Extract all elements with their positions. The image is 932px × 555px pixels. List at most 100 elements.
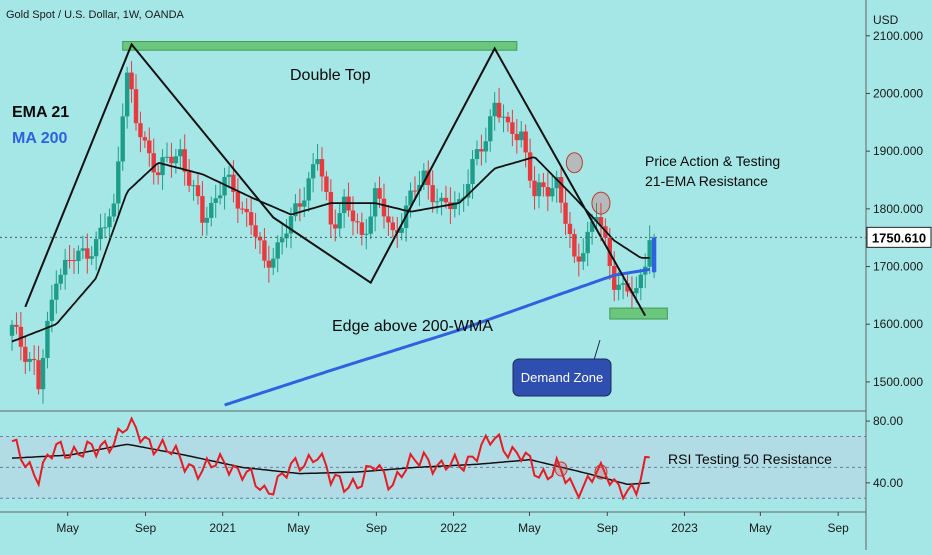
- candle: [40, 349, 46, 404]
- candle: [142, 131, 148, 148]
- price-axis[interactable]: 1500.000 1600.000 1700.000 1800.000 1900.000…: [866, 29, 923, 389]
- candle: [536, 173, 542, 209]
- candle-body: [195, 185, 201, 197]
- candle-body: [430, 185, 435, 203]
- candle-body: [496, 102, 502, 118]
- candle-body: [492, 102, 497, 117]
- candle: [412, 176, 418, 201]
- indicator-lines: [11, 156, 650, 501]
- candle: [257, 232, 263, 254]
- candle-body: [510, 122, 515, 134]
- candle: [76, 245, 81, 274]
- candle-body: [14, 324, 19, 327]
- candle: [439, 192, 444, 216]
- candle: [510, 109, 515, 147]
- candle-body: [169, 156, 174, 164]
- candle: [284, 219, 289, 248]
- candle: [341, 189, 347, 229]
- candle-body: [638, 274, 644, 289]
- candle: [89, 246, 94, 265]
- time-tick-label: 2023: [671, 521, 698, 535]
- candle-body: [581, 253, 586, 262]
- candle: [147, 127, 152, 167]
- candle: [138, 111, 143, 153]
- candle-body: [244, 208, 249, 213]
- candle-body: [147, 140, 152, 154]
- candle-body: [324, 176, 329, 192]
- candle: [306, 172, 311, 212]
- candle: [647, 225, 652, 275]
- candle: [550, 174, 555, 202]
- candle: [479, 134, 484, 166]
- candle: [554, 170, 559, 203]
- candle-body: [297, 203, 303, 207]
- candle: [319, 147, 325, 192]
- candle: [93, 231, 99, 271]
- price-action-label-2: 21-EMA Resistance: [645, 173, 768, 189]
- candle: [514, 119, 520, 154]
- price-tick-label: 1700.000: [873, 260, 923, 274]
- candle: [377, 176, 382, 209]
- candle-body: [333, 224, 338, 229]
- candle: [248, 197, 254, 235]
- candle: [195, 173, 201, 205]
- candle: [14, 312, 19, 335]
- candle: [279, 224, 285, 255]
- candle-body: [550, 188, 555, 197]
- candle: [213, 184, 218, 218]
- candles: [9, 61, 657, 404]
- candle-body: [155, 172, 161, 176]
- ema21-line: [11, 156, 650, 343]
- candle: [36, 345, 41, 395]
- candle-body: [634, 288, 639, 294]
- candle: [359, 212, 365, 246]
- candle-body: [231, 174, 236, 192]
- time-axis[interactable]: May Sep 2021 May Sep 2022 May Sep 2023 May Sep: [56, 512, 849, 535]
- candle-body: [178, 149, 183, 157]
- candle: [129, 61, 134, 103]
- candle: [563, 187, 568, 236]
- candle-body: [151, 153, 156, 173]
- candle-body: [536, 182, 542, 197]
- candle-body: [572, 234, 577, 257]
- candle: [598, 202, 604, 242]
- candle-body: [49, 299, 55, 321]
- candle-body: [541, 182, 546, 188]
- candle: [71, 248, 77, 274]
- candle-body: [107, 216, 112, 228]
- candle: [558, 165, 564, 214]
- candle-body: [563, 202, 568, 224]
- candle: [191, 180, 196, 201]
- candle-body: [248, 212, 254, 226]
- candle-body: [67, 259, 72, 261]
- candle-body: [488, 116, 493, 142]
- candle-body: [31, 358, 37, 361]
- candle-body: [36, 360, 41, 390]
- candle-body: [545, 187, 551, 197]
- candle: [501, 104, 506, 133]
- candle: [67, 245, 72, 269]
- candle-body: [576, 256, 582, 262]
- edge-above-label: Edge above 200-WMA: [332, 318, 493, 335]
- candle: [315, 144, 320, 171]
- candle-body: [253, 225, 258, 237]
- candle: [222, 167, 227, 210]
- candle-body: [54, 283, 59, 300]
- candle: [457, 192, 462, 216]
- candle: [492, 92, 497, 131]
- rsi-axis[interactable]: 40.00 80.00: [866, 414, 903, 490]
- candle: [448, 187, 453, 225]
- pattern-lines: [24, 42, 647, 317]
- candle: [45, 311, 50, 369]
- time-tick-label: May: [518, 521, 541, 535]
- candle-body: [341, 196, 347, 214]
- candle: [616, 271, 621, 301]
- candle: [390, 216, 396, 238]
- candle-body: [474, 149, 480, 160]
- candle: [355, 213, 360, 234]
- candle: [160, 149, 165, 190]
- candle-body: [310, 164, 316, 179]
- candle-body: [200, 196, 205, 223]
- candle: [209, 196, 214, 227]
